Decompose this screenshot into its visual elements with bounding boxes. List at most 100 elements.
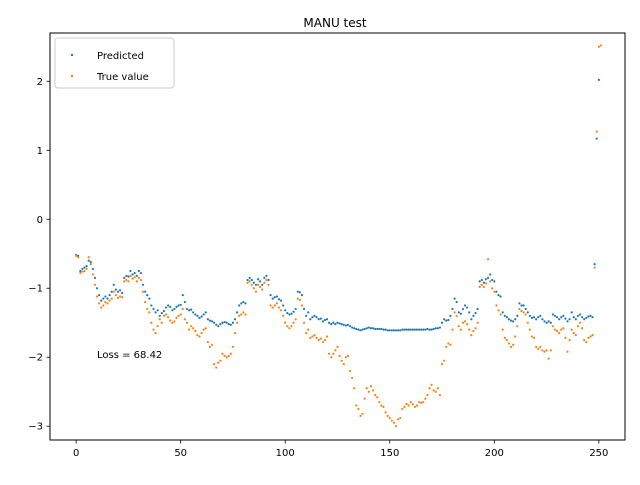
data-point xyxy=(313,334,316,337)
data-point xyxy=(537,347,540,351)
data-point xyxy=(482,285,485,288)
data-point xyxy=(325,335,329,338)
data-point xyxy=(267,283,270,286)
data-point xyxy=(392,421,396,424)
data-point xyxy=(338,354,341,357)
data-point xyxy=(286,325,289,328)
data-point xyxy=(206,318,209,321)
data-point xyxy=(401,407,404,411)
y-tick-label: −1 xyxy=(28,284,43,295)
data-point xyxy=(390,329,393,332)
legend-box xyxy=(54,37,175,89)
data-point xyxy=(330,323,333,326)
data-point xyxy=(537,316,540,319)
data-point xyxy=(363,327,366,331)
data-point xyxy=(342,363,345,366)
data-point xyxy=(491,278,494,282)
data-point xyxy=(190,308,193,311)
data-point xyxy=(271,306,274,309)
data-point xyxy=(468,328,471,331)
data-point xyxy=(292,321,295,324)
data-point xyxy=(294,307,297,311)
data-point xyxy=(137,269,140,273)
data-point xyxy=(208,319,212,322)
data-point xyxy=(562,327,565,330)
data-point xyxy=(522,304,525,307)
data-point xyxy=(129,274,132,277)
data-point xyxy=(451,307,454,311)
data-point xyxy=(91,267,94,271)
data-point xyxy=(217,361,220,364)
data-point xyxy=(466,306,469,309)
data-point xyxy=(334,349,337,352)
data-point xyxy=(457,325,460,328)
data-point xyxy=(332,352,335,355)
data-point xyxy=(351,326,354,329)
data-point xyxy=(123,280,126,283)
data-point xyxy=(87,256,90,259)
chart-title: MANU test xyxy=(303,16,366,30)
data-point xyxy=(167,304,170,307)
data-point xyxy=(273,304,276,307)
data-point xyxy=(493,290,496,293)
data-point xyxy=(363,397,366,400)
data-point xyxy=(267,278,270,282)
data-point xyxy=(141,283,145,286)
data-point xyxy=(355,404,358,407)
data-point xyxy=(319,337,322,340)
data-point xyxy=(340,359,343,362)
data-point xyxy=(409,328,412,331)
data-point xyxy=(344,356,347,359)
data-point xyxy=(509,345,513,348)
data-point xyxy=(589,335,592,338)
data-point xyxy=(307,328,310,331)
data-point xyxy=(95,295,99,298)
data-point xyxy=(229,323,232,326)
data-point xyxy=(328,321,331,324)
data-point xyxy=(162,309,166,313)
data-point xyxy=(434,327,437,330)
data-point xyxy=(457,311,460,314)
data-point xyxy=(208,345,212,348)
data-point xyxy=(79,269,82,273)
data-point xyxy=(461,321,465,324)
data-point xyxy=(403,328,406,331)
data-point xyxy=(394,329,398,332)
data-point xyxy=(242,300,245,304)
data-point xyxy=(417,400,421,404)
data-point xyxy=(376,396,379,399)
data-point xyxy=(277,298,281,301)
data-point xyxy=(238,314,241,317)
data-point xyxy=(256,278,260,281)
data-point xyxy=(499,295,502,298)
data-point xyxy=(474,311,477,315)
data-point xyxy=(91,273,94,276)
data-point xyxy=(547,357,550,360)
data-point xyxy=(89,262,92,266)
data-point xyxy=(484,278,488,281)
data-point xyxy=(150,304,153,307)
data-point xyxy=(353,387,356,390)
data-point xyxy=(497,309,500,312)
data-point xyxy=(545,321,548,324)
data-point xyxy=(173,320,176,323)
data-point xyxy=(221,352,224,355)
data-point xyxy=(399,416,402,420)
data-point xyxy=(501,328,504,331)
data-point xyxy=(273,296,276,299)
data-point xyxy=(576,325,580,328)
series-true-value xyxy=(75,44,603,428)
data-point xyxy=(302,307,306,311)
data-point xyxy=(275,302,278,305)
data-point xyxy=(125,274,128,277)
data-point xyxy=(374,394,377,397)
data-point xyxy=(225,321,228,324)
data-point xyxy=(558,331,561,335)
data-point xyxy=(424,397,427,400)
data-point xyxy=(246,278,249,282)
data-point xyxy=(298,291,301,294)
data-point xyxy=(497,294,500,297)
data-point xyxy=(530,335,534,338)
data-point xyxy=(256,283,260,286)
data-point xyxy=(231,321,235,324)
